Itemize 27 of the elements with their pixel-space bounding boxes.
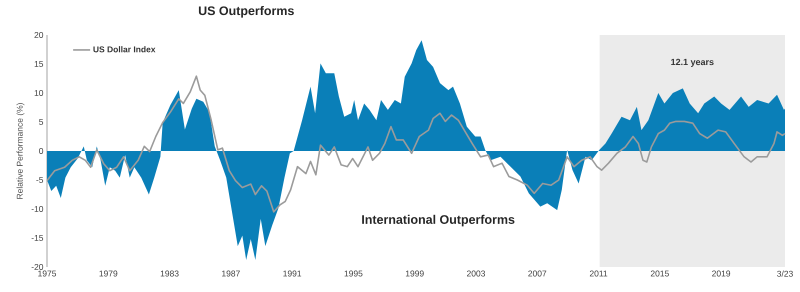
y-tick-label: 10	[34, 90, 44, 96]
x-tick-label: 2011	[590, 270, 608, 277]
x-tick-label: 2019	[712, 270, 730, 277]
band-label: 12.1 years	[671, 58, 714, 67]
y-tick-label: -20	[32, 264, 44, 270]
y-tick-label: -5	[36, 177, 44, 183]
x-tick-label: 1987	[222, 270, 240, 277]
x-tick-label: 2003	[466, 270, 486, 277]
x-tick-label: 1999	[406, 270, 424, 277]
y-tick-label: 0	[39, 148, 44, 154]
legend-label: US Dollar Index	[93, 46, 156, 52]
x-tick-label: 1983	[160, 270, 179, 277]
x-tick-label: 2007	[528, 270, 546, 277]
text: US Outperforms	[198, 6, 294, 18]
x-tick-label: 1991	[283, 270, 302, 277]
x-tick-label: 1975	[38, 270, 56, 277]
y-tick-label: 15	[34, 61, 44, 67]
annotation: International Outperforms	[362, 214, 514, 226]
x-tick-label: 3/23	[777, 270, 793, 277]
y-tick-label: 5	[39, 119, 44, 125]
y-tick-label: -15	[32, 235, 44, 241]
y-tick-label: 20	[34, 32, 44, 38]
x-tick-label: 1979	[100, 270, 118, 277]
x-tick-label: 2015	[650, 270, 669, 277]
y-tick-label: -10	[32, 206, 44, 212]
y-axis-title: Relative Performance (%)	[16, 103, 24, 199]
x-tick-label: 1995	[344, 270, 362, 277]
